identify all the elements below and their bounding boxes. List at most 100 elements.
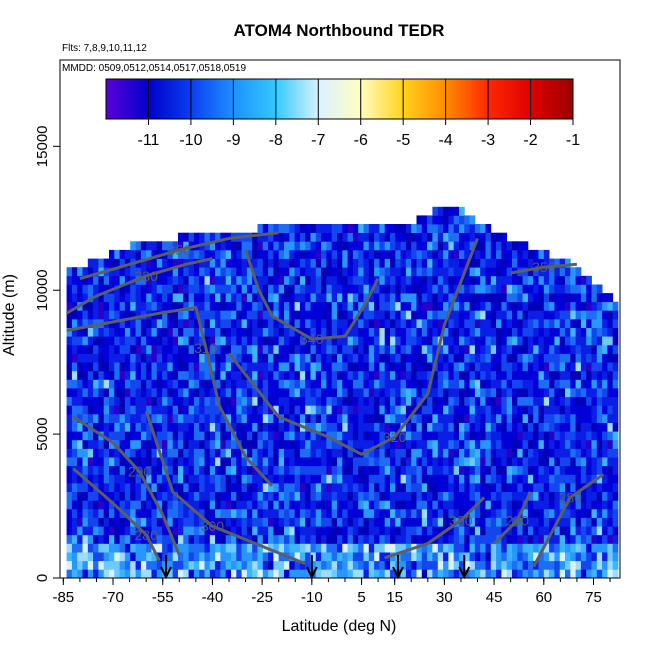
heatmap-cell [305,414,311,423]
heatmap-cell [437,284,444,294]
heatmap-cell [93,569,99,578]
heatmap-cell [591,526,598,536]
heatmap-cell [538,491,545,501]
heatmap-cell [231,534,237,544]
heatmap-cell [522,569,529,578]
heatmap-cell [448,353,455,363]
heatmap-cell [474,353,481,363]
heatmap-cell [326,431,333,441]
heatmap-cell [66,414,73,423]
heatmap-cell [82,517,89,527]
heatmap-cell [225,448,232,458]
heatmap-cell [464,448,470,458]
heatmap-cell [612,388,619,398]
heatmap-cell [225,353,232,363]
heatmap-cell [140,534,147,544]
heatmap-cell [193,232,200,242]
heatmap-cell [559,448,566,458]
heatmap-cell [299,293,306,303]
heatmap-cell [342,258,348,268]
heatmap-cell [103,379,110,389]
heatmap-cell [82,362,89,372]
heatmap-cell [284,534,290,544]
heatmap-cell [363,457,370,467]
heatmap-cell [172,552,179,562]
heatmap-cell [580,293,587,303]
heatmap-cell [310,465,317,475]
heatmap-cell [395,483,401,492]
heatmap-cell [204,275,211,285]
heatmap-cell [103,293,110,303]
heatmap-cell [156,474,163,484]
heatmap-cell [178,552,184,562]
heatmap-cell [374,336,380,346]
heatmap-cell [135,474,142,484]
heatmap-cell [310,327,317,337]
heatmap-cell [310,275,317,285]
heatmap-cell [305,301,311,311]
heatmap-cell [363,275,370,285]
heatmap-cell [315,508,322,518]
heatmap-cell [315,560,322,570]
heatmap-cell [474,414,481,423]
heatmap-cell [310,560,317,570]
heatmap-cell [586,379,592,389]
heatmap-cell [352,560,359,570]
heatmap-cell [448,465,455,475]
heatmap-cell [448,405,455,415]
heatmap-cell [252,258,258,268]
heatmap-cell [352,448,359,458]
heatmap-cell [241,457,248,467]
heatmap-cell [103,448,110,458]
heatmap-cell [188,552,195,562]
heatmap-cell [299,224,306,233]
heatmap-cell [193,379,200,389]
heatmap-cell [549,431,555,441]
heatmap-cell [559,414,566,423]
heatmap-cell [278,275,285,285]
heatmap-cell [199,543,205,553]
heatmap-cell [246,370,253,380]
heatmap-cell [384,457,391,467]
heatmap-cell [204,560,211,570]
heatmap-cell [294,474,301,484]
heatmap-cell [358,379,364,389]
heatmap-cell [432,284,439,294]
heatmap-cell [390,224,396,233]
heatmap-cell [172,388,179,398]
contour-label: 290 [506,512,530,528]
heatmap-cell [607,448,614,458]
heatmap-cell [352,232,359,242]
heatmap-cell [135,552,142,562]
heatmap-cell [294,439,301,449]
heatmap-cell [135,284,142,294]
heatmap-cell [395,319,401,328]
heatmap-cell [379,327,386,337]
heatmap-cell [231,552,237,562]
heatmap-cell [374,241,380,251]
heatmap-cell [321,457,327,467]
heatmap-cell [390,508,396,518]
heatmap-cell [331,370,338,380]
contour-label: 280 [135,527,159,543]
heatmap-cell [453,206,460,216]
heatmap-cell [565,275,571,285]
heatmap-cell [273,465,280,475]
heatmap-cell [236,241,242,251]
heatmap-cell [554,526,561,536]
heatmap-cell [517,405,523,415]
heatmap-cell [326,422,333,432]
heatmap-cell [209,500,216,510]
heatmap-cell [204,431,211,441]
heatmap-cell [570,422,576,432]
heatmap-cell [326,465,333,475]
heatmap-cell [400,293,407,303]
heatmap-cell [109,508,115,518]
heatmap-cell [114,275,120,285]
heatmap-cell [395,491,401,501]
heatmap-cell [215,439,221,449]
heatmap-cell [215,353,221,363]
heatmap-cell [379,474,386,484]
heatmap-cell [241,526,248,536]
heatmap-cell [596,448,603,458]
